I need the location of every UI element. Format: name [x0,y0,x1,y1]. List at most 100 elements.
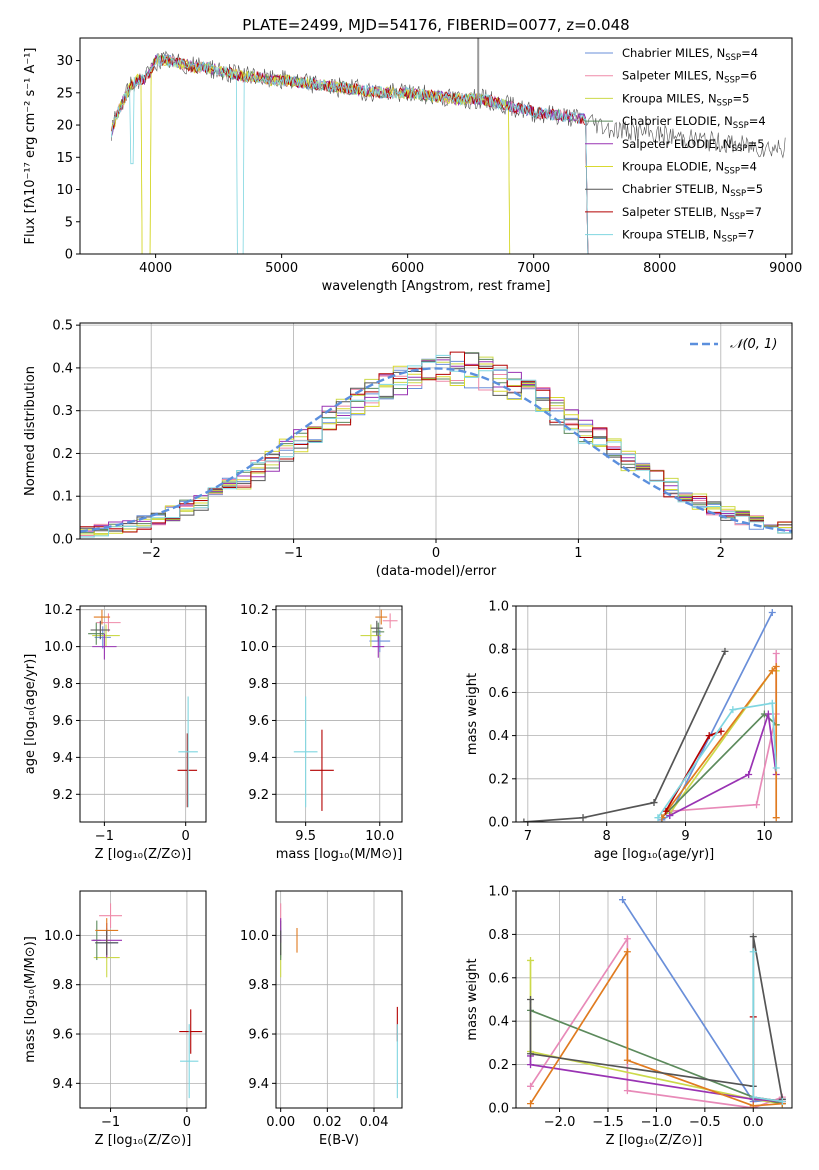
y-axis-label: age [log₁₀(age/yr)] [23,654,38,775]
x-tick-label: 0.02 [313,1115,342,1130]
legend-entry: 𝒩(0, 1) [730,337,777,352]
weight-point-marker [768,608,776,616]
y-tick-label: 1.0 [488,600,509,615]
y-tick-label: 0.6 [488,971,509,986]
mass-vs-z-panel: −1 0 9.4 9.6 9.8 10.0 Z [log₁₀(Z/Z⊙)] mass [log… [23,890,207,1148]
weight-point-marker [772,650,780,658]
weight-point-marker [772,662,780,670]
y-tick-label: 25 [56,86,73,101]
weight-point-marker [749,1093,757,1101]
age-vs-z-panel: −1 0 9.2 9.4 9.6 9.8 10.0 10.2 Z [log₁₀(Z/Z⊙)] ag… [23,603,207,862]
y-tick-label: 0.0 [488,816,509,831]
x-tick-label: −0.5 [689,1115,721,1130]
y-tick-label: 0.8 [488,928,509,943]
spectrum-lines [111,38,786,254]
axes-frame [79,322,793,540]
y-tick-label: 0.5 [52,319,73,334]
y-tick-label: 0.6 [488,686,509,701]
weight-point-marker [662,807,670,815]
weight-point-marker [527,1082,535,1090]
weight-point-marker [623,948,631,956]
x-tick-label: 5000 [265,261,298,276]
y-tick-label: 1.0 [488,885,509,900]
legend-entry: Salpeter STELIB, NSSP=7 [622,205,762,222]
y-axis-label: mass weight [465,673,480,755]
x-tick-label: 0.0 [743,1115,764,1130]
y-tick-label: 0.2 [488,1058,509,1073]
mass-weight-vs-z-panel: −2.0 −1.5 −1.0 −0.5 0.0 0.0 0.2 0.4 0.6 0.8 1.0 Z [… [465,885,793,1148]
weight-point-marker [768,667,776,675]
weight-series-line [669,713,778,817]
y-axis-label: Flux [fλ10⁻¹⁷ erg cm⁻² s⁻¹ A⁻¹] [23,48,38,245]
y-tick-label: 0.3 [52,404,73,419]
x-tick-label: 9 [681,829,689,844]
y-tick-label: 0.4 [488,1015,509,1030]
y-tick-label: 10.2 [240,603,269,618]
weight-point-marker [623,1056,631,1064]
spectrum-series-line [111,50,786,159]
y-tick-label: 0.0 [52,533,73,548]
y-axis-label: Normed distribution [23,366,38,496]
age-vs-mass-panel: 9.5 10.0 9.2 9.4 9.6 9.8 10.0 10.2 mass [log₁₀(M… [240,603,403,862]
x-tick-label: 2 [717,546,725,561]
x-axis-label: (data-model)/error [376,564,497,579]
legend: Chabrier MILES, NSSP=4 Salpeter MILES, NS… [585,46,766,245]
axes-frame [79,890,207,1109]
y-tick-label: 9.8 [52,677,73,692]
x-tick-label: 1 [574,546,582,561]
x-tick-label: 8000 [643,261,676,276]
x-tick-label: −2 [142,546,161,561]
spectrum-series-line [111,54,589,254]
weight-point-marker [764,710,772,718]
x-tick-label: 10.0 [365,829,394,844]
y-tick-label: 0.8 [488,643,509,658]
x-axis-label: Z [log₁₀(Z/Z⊙)] [95,847,192,862]
spectrum-panel: 4000 5000 6000 7000 8000 9000 0 5 10 15 20 25 30 wave… [23,37,802,294]
weight-point-marker [778,1097,786,1105]
y-tick-label: 9.2 [52,788,73,803]
x-tick-label: 10 [756,829,773,844]
weight-point-marker [729,706,737,714]
y-tick-label: 10.0 [240,929,269,944]
y-tick-label: 0.1 [52,490,73,505]
weight-series-line [523,651,726,822]
error-bars [88,609,198,808]
y-tick-label: 0.0 [488,1102,509,1117]
y-tick-label: 9.4 [248,1077,269,1092]
spectrum-series-line [111,53,589,254]
weight-series-line [529,1055,783,1103]
histogram-series [80,354,792,538]
y-axis-label: mass [log₁₀(M/M⊙)] [23,936,38,1063]
weight-point-marker [749,933,757,941]
mass-vs-ebv-panel: 0.00 0.02 0.04 9.4 9.6 9.8 10.0 E(B-V) [240,890,403,1148]
weight-point-marker [749,1102,757,1108]
weight-point-marker [520,818,528,822]
y-tick-label: 9.6 [248,1028,269,1043]
x-tick-label: 8 [603,829,611,844]
y-tick-label: 9.6 [52,1028,73,1043]
x-tick-label: 0 [183,1115,191,1130]
y-tick-label: 9.4 [52,1077,73,1092]
weight-series-line [665,730,722,812]
axes-frame [79,37,793,255]
y-tick-label: 10.0 [240,640,269,655]
legend-entry: Kroupa STELIB, NSSP=7 [622,228,754,245]
weight-point-marker [721,647,729,655]
weight-lines [527,896,786,1108]
weight-point-marker [772,764,780,772]
weight-point-marker [768,699,776,707]
weight-series-line [661,664,778,819]
y-tick-label: 9.6 [248,714,269,729]
y-tick-label: 0 [65,248,73,263]
x-tick-label: −1 [284,546,303,561]
y-tick-label: 9.4 [52,751,73,766]
y-tick-label: 20 [56,119,73,134]
x-tick-label: 0 [182,829,190,844]
weight-point-marker [650,799,658,807]
weight-point-marker [623,1087,631,1095]
y-tick-label: 10.0 [44,929,73,944]
weight-point-marker [527,1050,535,1058]
weight-point-marker [654,814,662,822]
y-tick-label: 0.4 [52,361,73,376]
